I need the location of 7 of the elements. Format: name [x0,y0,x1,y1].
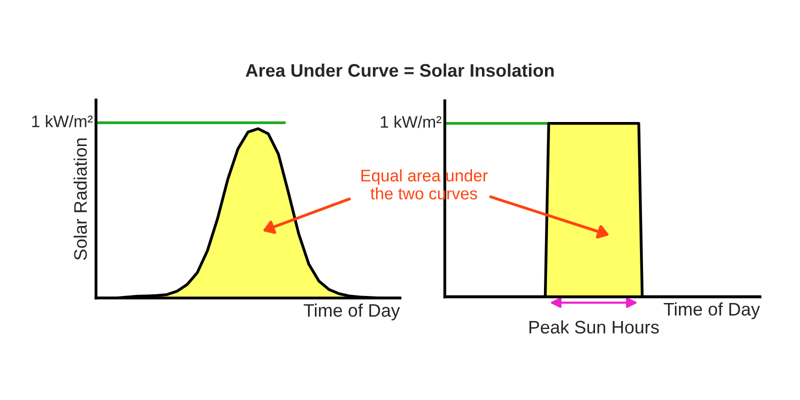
text: Peak Sun Hours [529,320,659,334]
ref-line-label: 1 kW/m² [380,116,442,128]
chart-title: Area Under Curve = Solar Insolation [246,64,554,77]
ref-line-label: 1 kW/m² [32,115,93,128]
y-axis-title: Solar Radiation [74,138,87,260]
x-axis-title: Time of Day [664,302,760,320]
x-axis-title: Time of Day [304,304,400,320]
